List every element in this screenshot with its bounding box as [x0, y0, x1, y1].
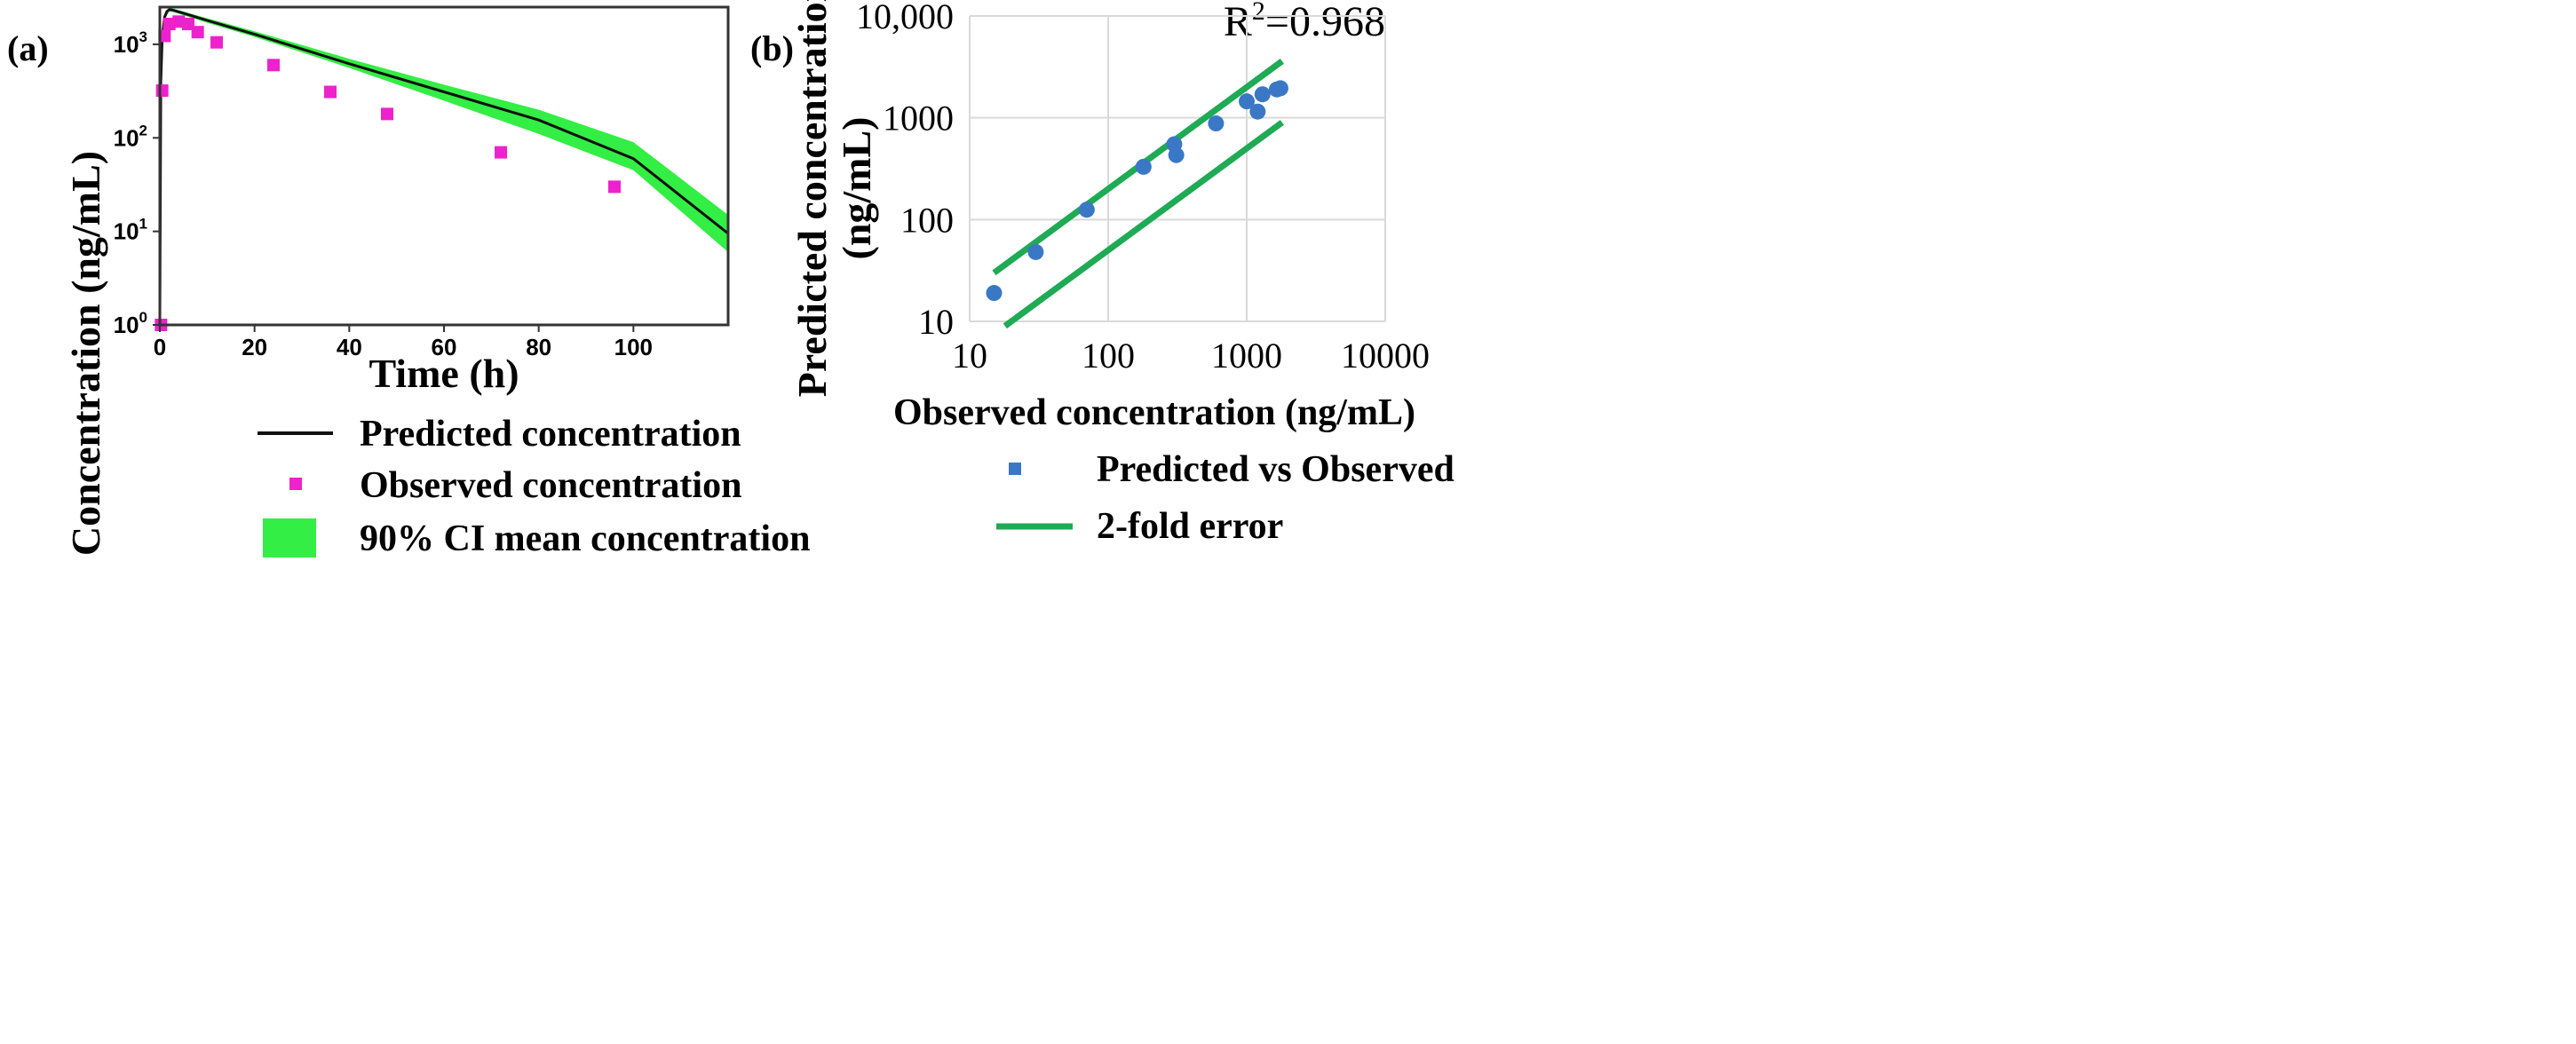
legend-ci-swatch: [263, 518, 316, 558]
y-tick-base: 10: [114, 218, 139, 245]
scatter-point: [1249, 103, 1266, 120]
x-tick-label: 100: [614, 334, 653, 360]
observed-point: [162, 18, 176, 31]
legend-observed-swatch: [289, 478, 302, 490]
y-tick-label: 102: [114, 122, 147, 151]
legend-fold-label: 2-fold error: [1097, 506, 1283, 547]
panel-b-y-axis-title-line1: Predicted concentration: [789, 0, 835, 397]
panel-a-legend: Predicted concentration Observed concent…: [258, 414, 810, 559]
x-tick-label: 80: [526, 334, 551, 360]
panel-b-legend: Predicted vs Observed 2-fold error: [996, 449, 1454, 547]
panel-a-y-axis-title: Concentration (ng/mL): [63, 151, 108, 556]
scatter-point: [986, 285, 1003, 302]
y-tick-base: 10: [114, 312, 139, 338]
x-tick-label: 100: [1082, 336, 1135, 376]
y-tick-exponent: 1: [139, 216, 147, 233]
x-tick-label: 20: [242, 334, 267, 360]
scatter-point: [1272, 80, 1288, 97]
y-tick-exponent: 0: [139, 309, 147, 326]
panel-b-plot-area: 10 100 1000 10000 10 100 1000 10,000: [856, 0, 1430, 376]
scatter-point: [1254, 86, 1271, 103]
legend-ci-label: 90% CI mean concentration: [360, 518, 810, 559]
panel-b-y-axis-title-line2: (ng/mL): [834, 117, 879, 260]
y-tick-label: 10: [918, 302, 954, 342]
y-tick-label: 100: [900, 200, 954, 240]
observed-points: [155, 15, 621, 331]
scatter-point: [1027, 243, 1044, 260]
y-tick-label: 100: [114, 309, 147, 338]
r-squared-annotation: R2=0.968: [1224, 0, 1385, 45]
observed-point: [158, 29, 171, 43]
x-tick-label: 60: [432, 334, 457, 360]
r-squared-superscript: 2: [1252, 0, 1265, 26]
x-tick-label: 10: [952, 336, 987, 376]
r-squared-prefix: R: [1224, 0, 1252, 45]
x-tick-label: 0: [154, 334, 166, 360]
y-tick-base: 10: [114, 124, 139, 151]
panel-a-x-ticks: 0 20 40 60 80 100: [154, 325, 653, 360]
observed-point: [191, 26, 204, 39]
legend-predicted-label: Predicted concentration: [360, 414, 741, 455]
panel-b: (b) Predicted concentration (ng/mL) Obse…: [750, 0, 1454, 547]
panel-b-label: (b): [750, 28, 794, 68]
panel-a: (a) Concentration (ng/mL) Time (h) 0 20 40…: [7, 5, 810, 559]
scatter-point: [1239, 93, 1255, 110]
observed-point: [495, 146, 507, 159]
y-tick-label: 1000: [883, 99, 954, 138]
r-squared-value: =0.968: [1265, 0, 1385, 45]
panel-a-x-axis-title: Time (h): [369, 351, 519, 396]
y-tick-label: 101: [114, 216, 147, 245]
observed-point: [267, 59, 280, 72]
observed-point: [182, 18, 194, 31]
observed-point: [324, 85, 337, 99]
scatter-point: [1208, 115, 1225, 132]
y-tick-base: 10: [114, 31, 139, 58]
panel-b-gridlines: [969, 15, 1386, 322]
x-tick-label: 40: [337, 334, 362, 360]
y-tick-label: 10,000: [856, 0, 954, 36]
observed-point: [172, 15, 186, 28]
observed-point: [381, 107, 393, 121]
x-tick-label: 1000: [1211, 336, 1282, 376]
scatter-point: [1168, 146, 1185, 163]
panel-b-y-ticks: 10 100 1000 10,000: [856, 0, 954, 342]
panel-a-label: (a): [7, 28, 49, 68]
x-tick-label: 10000: [1341, 336, 1430, 376]
y-tick-exponent: 3: [139, 28, 147, 45]
legend-scatter-swatch: [1009, 463, 1021, 475]
scatter-point: [1135, 158, 1152, 175]
two-fold-error-line: [1003, 120, 1284, 329]
observed-point: [155, 84, 169, 98]
panel-b-x-ticks: 10 100 1000 10000: [952, 336, 1430, 376]
legend-scatter-label: Predicted vs Observed: [1097, 449, 1454, 490]
observed-point: [608, 180, 621, 194]
legend-observed-label: Observed concentration: [360, 465, 741, 506]
predicted-vs-observed-points: [986, 80, 1288, 302]
observed-point: [210, 36, 223, 49]
scatter-point: [1078, 202, 1095, 218]
panel-b-x-axis-title: Observed concentration (ng/mL): [893, 392, 1415, 433]
y-tick-label: 103: [114, 28, 147, 58]
y-tick-exponent: 2: [139, 122, 147, 138]
